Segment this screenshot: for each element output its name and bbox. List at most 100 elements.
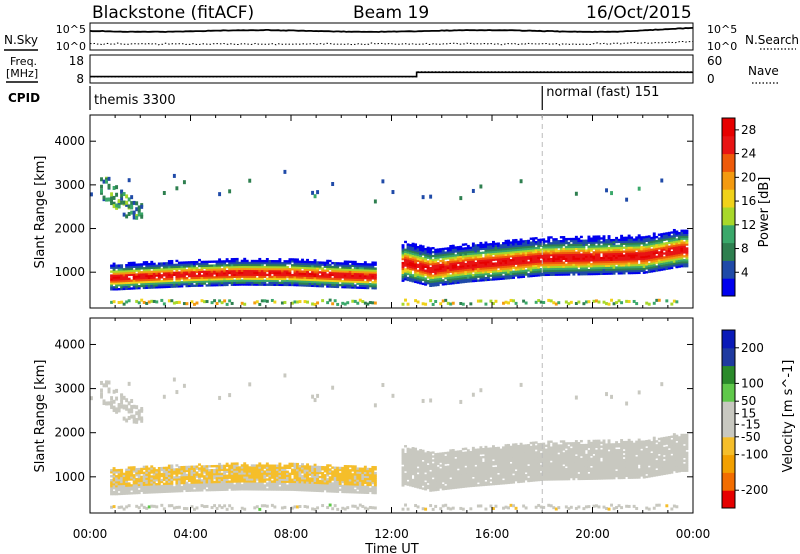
- power-cell: [622, 254, 626, 257]
- power-cell: [215, 283, 219, 287]
- date-label: 16/Oct/2015: [586, 3, 692, 23]
- power-cell: [323, 263, 327, 266]
- power-cell: [642, 240, 646, 243]
- velocity-cell: [147, 491, 151, 494]
- power-cell: [190, 280, 194, 284]
- power-cell: [486, 247, 490, 250]
- power-cell: [122, 283, 126, 287]
- velocity-cell: [260, 482, 264, 485]
- velocity-cell: [263, 488, 267, 491]
- velocity-cell: [107, 388, 111, 393]
- power-cell: [424, 279, 428, 282]
- power-cell: [333, 264, 337, 267]
- velocity-cell: [142, 481, 146, 484]
- power-cell: [363, 274, 367, 278]
- power-cell: [346, 276, 350, 279]
- power-cell: [632, 299, 636, 303]
- power-cell: [494, 258, 498, 261]
- power-cell: [544, 250, 548, 253]
- velocity-cell: [235, 486, 239, 489]
- power-cell: [446, 249, 450, 252]
- power-cell: [414, 247, 418, 250]
- power-cell: [605, 256, 608, 260]
- velocity-cell: [120, 468, 124, 472]
- power-cell: [557, 301, 561, 305]
- power-cell: [584, 271, 588, 274]
- power-cell: [451, 262, 455, 265]
- power-cell: [672, 256, 676, 259]
- power-cell: [373, 287, 377, 290]
- velocity-cell: [306, 469, 309, 472]
- power-cell: [162, 277, 166, 281]
- power-cell: [682, 259, 686, 262]
- power-cell: [592, 241, 596, 244]
- power-cell: [572, 253, 576, 256]
- power-cell: [466, 268, 470, 271]
- power-cell: [358, 280, 362, 284]
- power-cell: [426, 246, 430, 250]
- power-cell: [557, 273, 561, 276]
- power-cell: [579, 235, 583, 239]
- power-cell: [419, 278, 423, 281]
- power-cell: [492, 264, 495, 267]
- power-cell: [567, 237, 571, 241]
- power-cell: [479, 261, 483, 264]
- power-cell: [647, 247, 651, 250]
- noise-tick-high-right: 10^5: [707, 23, 737, 36]
- power-cell: [238, 271, 242, 274]
- velocity-cell: [258, 507, 262, 511]
- power-cell: [268, 271, 272, 275]
- power-cell: [499, 277, 503, 280]
- power-cell: [172, 285, 176, 288]
- power-cell: [532, 264, 536, 268]
- power-cell: [265, 283, 269, 286]
- power-cell: [479, 271, 483, 274]
- power-cell: [127, 283, 131, 286]
- power-cell: [283, 267, 287, 271]
- power-cell: [230, 277, 234, 281]
- velocity-cell: [185, 477, 189, 481]
- velocity-cell: [321, 485, 325, 489]
- velocity-cell: [142, 483, 146, 486]
- power-cell: [366, 284, 370, 288]
- power-cell: [461, 243, 465, 246]
- power-cell: [454, 258, 458, 261]
- power-cell: [228, 299, 232, 303]
- power-cell: [283, 281, 287, 285]
- velocity-cell: [306, 467, 309, 470]
- velocity-cell: [291, 470, 294, 474]
- power-cell: [449, 264, 453, 267]
- power-cell: [622, 272, 626, 275]
- power-cell: [486, 278, 490, 282]
- power-cell: [285, 268, 289, 271]
- power-cell: [514, 274, 518, 277]
- velocity-cell: [321, 487, 325, 491]
- power-cell: [283, 260, 287, 263]
- power-cell: [577, 263, 581, 266]
- power-cell: [464, 247, 468, 250]
- velocity-cell: [122, 480, 126, 484]
- power-cell: [233, 265, 237, 269]
- power-cell: [509, 268, 513, 272]
- power-cell: [416, 251, 420, 255]
- power-cell: [497, 264, 500, 267]
- power-cell: [291, 283, 294, 287]
- power-cell: [559, 273, 563, 276]
- power-cell: [587, 257, 591, 260]
- velocity-cell: [162, 474, 166, 478]
- power-cell: [110, 276, 114, 279]
- power-cell: [582, 247, 586, 250]
- power-cell: [343, 262, 347, 265]
- power-cell: [356, 272, 360, 276]
- power-cell: [414, 276, 418, 280]
- velocity-cell: [157, 467, 161, 470]
- power-cell: [434, 280, 438, 283]
- velocity-cell: [167, 468, 171, 471]
- power-cell: [610, 272, 613, 275]
- power-cell: [248, 267, 252, 271]
- power-cell: [507, 255, 510, 258]
- power-cell: [245, 261, 249, 265]
- power-cell: [293, 270, 297, 273]
- power-cell: [539, 240, 543, 243]
